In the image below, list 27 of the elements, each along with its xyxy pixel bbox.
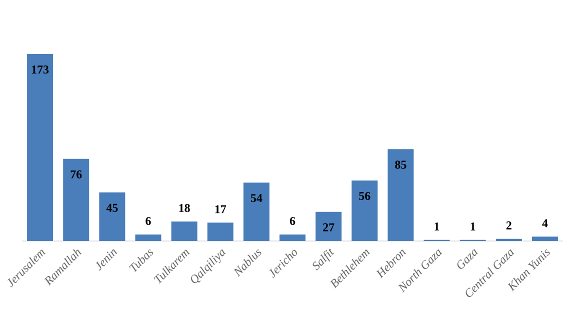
data-label: 4	[542, 219, 548, 228]
bar	[207, 222, 234, 241]
data-label: 56	[359, 192, 370, 200]
data-label: 1	[470, 222, 476, 230]
bar	[243, 182, 270, 241]
bar	[135, 234, 162, 241]
bar	[171, 222, 198, 241]
bar	[352, 180, 378, 241]
data-label: 6	[290, 216, 296, 226]
bar	[388, 149, 414, 241]
bar	[316, 212, 342, 241]
data-label: 173	[32, 66, 49, 74]
data-label: 76	[70, 170, 82, 178]
data-label: 6	[146, 216, 151, 226]
data-label: 85	[395, 160, 406, 169]
bar	[532, 236, 558, 241]
bar	[99, 192, 126, 241]
data-label: 45	[106, 204, 118, 212]
bar	[63, 158, 90, 241]
data-label: 18	[179, 204, 190, 212]
data-label: 54	[250, 194, 262, 202]
data-label: 2	[506, 221, 512, 230]
data-label: 17	[215, 205, 226, 214]
bar	[280, 234, 306, 241]
data-label: 1	[434, 222, 440, 230]
bar	[27, 54, 54, 241]
data-label: 27	[323, 223, 334, 232]
